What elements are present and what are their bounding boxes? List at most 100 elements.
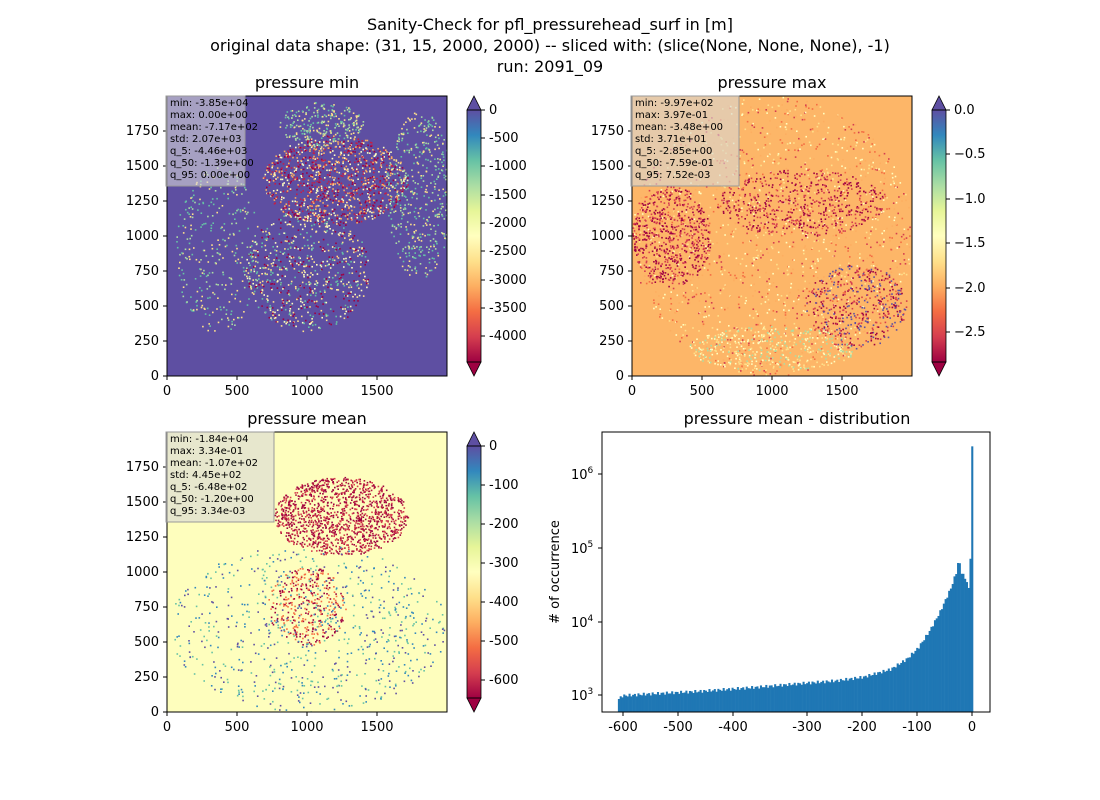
heatmap-pixel — [335, 160, 337, 163]
heatmap-pixel — [666, 261, 669, 263]
heatmap-pixel — [766, 347, 768, 349]
heatmap-pixel — [823, 283, 825, 285]
heatmap-pixel — [233, 254, 236, 257]
heatmap-pixel — [868, 137, 870, 139]
heatmap-pixel — [649, 210, 651, 212]
heatmap-pixel — [842, 190, 845, 192]
heatmap-pixel — [653, 236, 656, 238]
heatmap-pixel — [678, 251, 681, 254]
heatmap-pixel — [404, 269, 406, 271]
heatmap-pixel — [816, 146, 819, 148]
heatmap-pixel — [867, 206, 870, 208]
heatmap-pixel — [314, 215, 317, 217]
heatmap-pixel — [342, 199, 345, 202]
heatmap-pixel — [270, 263, 273, 265]
heatmap-pixel — [851, 277, 853, 280]
heatmap-pixel — [436, 178, 438, 180]
heatmap-pixel — [768, 308, 771, 311]
heatmap-pixel — [711, 348, 713, 351]
heatmap-pixel — [845, 197, 848, 200]
heatmap-pixel — [316, 109, 319, 112]
heatmap-pixel — [268, 232, 270, 234]
heatmap-pixel — [402, 248, 404, 250]
heatmap-pixel — [201, 224, 204, 226]
heatmap-pixel — [311, 258, 314, 260]
heatmap-pixel — [431, 117, 434, 119]
heatmap-pixel — [300, 168, 302, 171]
heatmap-pixel — [242, 209, 244, 212]
heatmap-pixel — [275, 192, 277, 194]
heatmap-pixel — [188, 207, 190, 209]
heatmap-pixel — [337, 138, 340, 140]
heatmap-pixel — [358, 152, 361, 155]
heatmap-pixel — [802, 265, 804, 268]
heatmap-pixel — [783, 182, 785, 184]
heatmap-pixel — [449, 223, 451, 225]
heatmap-pixel — [313, 147, 315, 150]
heatmap-pixel — [296, 218, 299, 220]
heatmap-pixel — [804, 210, 806, 213]
heatmap-pixel — [785, 241, 788, 244]
heatmap-pixel — [356, 216, 359, 219]
heatmap-pixel — [452, 178, 454, 180]
heatmap-pixel — [734, 274, 736, 277]
heatmap-pixel — [668, 194, 670, 197]
heatmap-pixel — [815, 148, 817, 150]
heatmap-pixel — [336, 280, 339, 283]
heatmap-pixel — [346, 250, 349, 253]
cbar-tick-label: -1000 — [489, 159, 527, 174]
heatmap-pixel — [313, 201, 315, 204]
heatmap-pixel — [312, 212, 314, 214]
heatmap-pixel — [875, 167, 877, 170]
heatmap-pixel — [445, 194, 447, 196]
heatmap-pixel — [633, 233, 636, 236]
heatmap-pixel — [237, 316, 239, 319]
heatmap-pixel — [645, 247, 647, 249]
heatmap-pixel — [415, 156, 417, 159]
heatmap-pixel — [704, 292, 706, 294]
heatmap-pixel — [302, 261, 305, 263]
heatmap-pixel — [877, 219, 879, 221]
heatmap-pixel — [404, 206, 406, 209]
heatmap-pixel — [657, 234, 659, 237]
heatmap-pixel — [300, 300, 302, 303]
heatmap-pixel — [444, 237, 446, 239]
heatmap-pixel — [808, 290, 811, 293]
heatmap-pixel — [424, 222, 427, 225]
heatmap-pixel — [308, 157, 311, 160]
heatmap-pixel — [398, 224, 400, 227]
heatmap-pixel — [850, 297, 853, 300]
heatmap-pixel — [406, 182, 408, 185]
heatmap-pixel — [295, 133, 298, 136]
heatmap-pixel — [306, 215, 309, 217]
heatmap-pixel — [193, 247, 195, 249]
heatmap-pixel — [417, 212, 420, 214]
heatmap-pixel — [901, 217, 904, 220]
heatmap-pixel — [739, 155, 741, 157]
heatmap-pixel — [636, 254, 638, 256]
heatmap-pixel — [348, 299, 350, 302]
heatmap-pixel — [293, 313, 296, 316]
heatmap-pixel — [902, 233, 905, 236]
heatmap-pixel — [353, 206, 356, 208]
heatmap-pixel — [741, 114, 743, 116]
heatmap-pixel — [848, 262, 850, 265]
heatmap-pixel — [800, 228, 802, 231]
heatmap-pixel — [353, 280, 355, 282]
heatmap-pixel — [330, 112, 333, 115]
heatmap-pixel — [223, 229, 225, 232]
heatmap-pixel — [176, 236, 178, 238]
heatmap-pixel — [686, 245, 688, 248]
heatmap-pixel — [424, 234, 426, 237]
heatmap-pixel — [697, 270, 699, 273]
heatmap-pixel — [302, 175, 304, 178]
heatmap-pixel — [323, 219, 326, 221]
heatmap-pixel — [326, 182, 329, 185]
heatmap-pixel — [677, 274, 679, 277]
heatmap-pixel — [442, 195, 445, 197]
heatmap-pixel — [320, 153, 323, 155]
heatmap-pixel — [672, 238, 674, 241]
heatmap-pixel — [744, 349, 747, 352]
heatmap-pixel — [305, 149, 308, 152]
heatmap-pixel — [822, 281, 825, 284]
